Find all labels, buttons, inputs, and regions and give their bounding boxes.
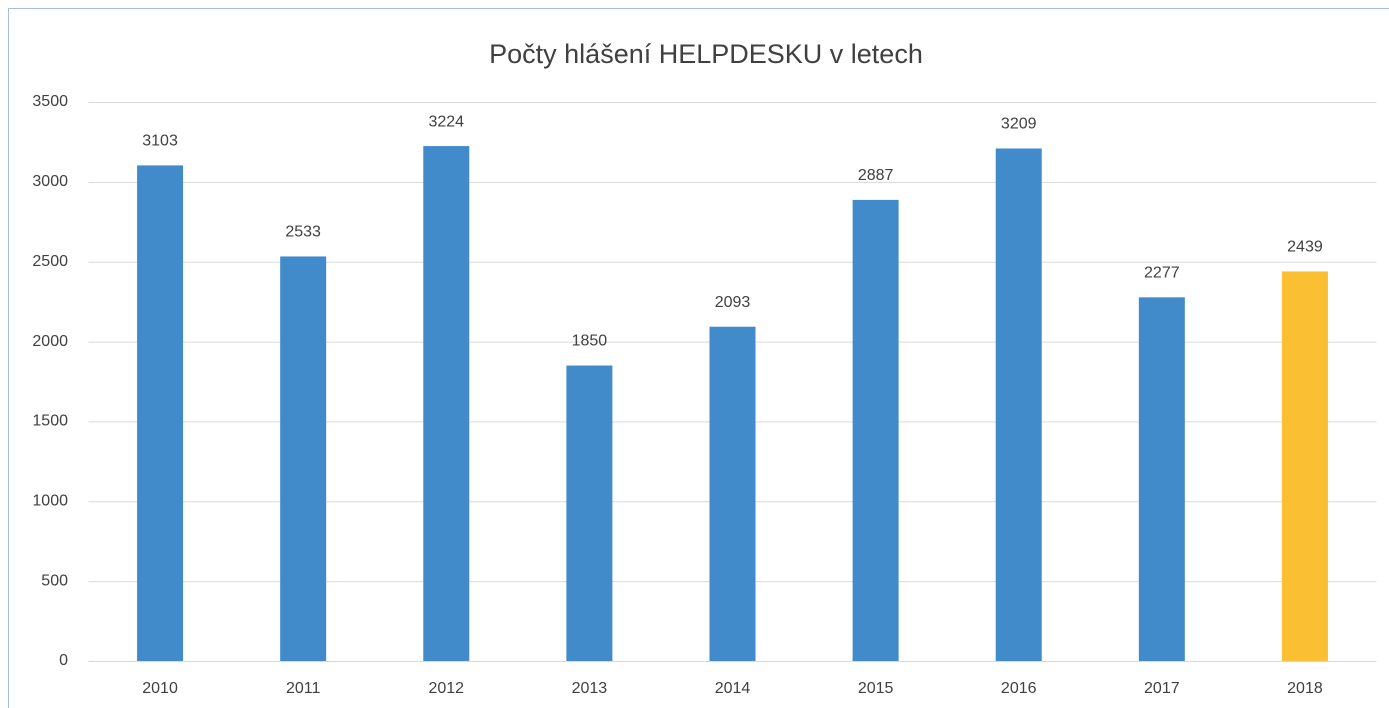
bar — [280, 256, 327, 661]
x-tick-label: 2017 — [1144, 680, 1180, 697]
y-tick-label: 3000 — [32, 173, 68, 190]
x-tick-label: 2016 — [1001, 680, 1037, 697]
data-label: 2277 — [1144, 265, 1180, 282]
y-tick-label: 500 — [41, 572, 68, 589]
bar — [852, 199, 899, 662]
data-label: 2093 — [715, 294, 751, 311]
chart-frame — [8, 8, 1389, 708]
x-tick-label: 2011 — [286, 680, 321, 697]
bar — [1281, 271, 1328, 661]
x-tick-label: 2013 — [572, 680, 608, 697]
y-tick-label: 2500 — [32, 253, 68, 270]
y-tick-label: 1500 — [32, 413, 68, 430]
data-label: 3103 — [142, 133, 178, 150]
x-tick-label: 2015 — [858, 680, 894, 697]
y-tick-label: 3500 — [32, 93, 68, 110]
bar — [423, 146, 470, 661]
bar — [1138, 297, 1185, 661]
data-label: 1850 — [572, 333, 608, 350]
data-label: 3209 — [1001, 116, 1037, 133]
chart-title: Počty hlášení HELPDESKU v letech — [489, 39, 923, 69]
bar — [709, 326, 756, 661]
bar — [995, 148, 1042, 661]
y-tick-label: 1000 — [32, 493, 68, 510]
x-tick-label: 2010 — [142, 680, 178, 697]
bar — [566, 365, 613, 661]
data-label: 2439 — [1287, 239, 1323, 256]
data-label: 2533 — [285, 224, 321, 241]
x-tick-label: 2012 — [428, 680, 464, 697]
data-label: 3224 — [428, 113, 464, 130]
y-tick-label: 0 — [59, 652, 68, 669]
x-tick-label: 2014 — [715, 680, 751, 697]
bar — [137, 165, 184, 662]
data-label: 2887 — [858, 167, 894, 184]
y-tick-label: 2000 — [32, 333, 68, 350]
x-tick-label: 2018 — [1287, 680, 1323, 697]
